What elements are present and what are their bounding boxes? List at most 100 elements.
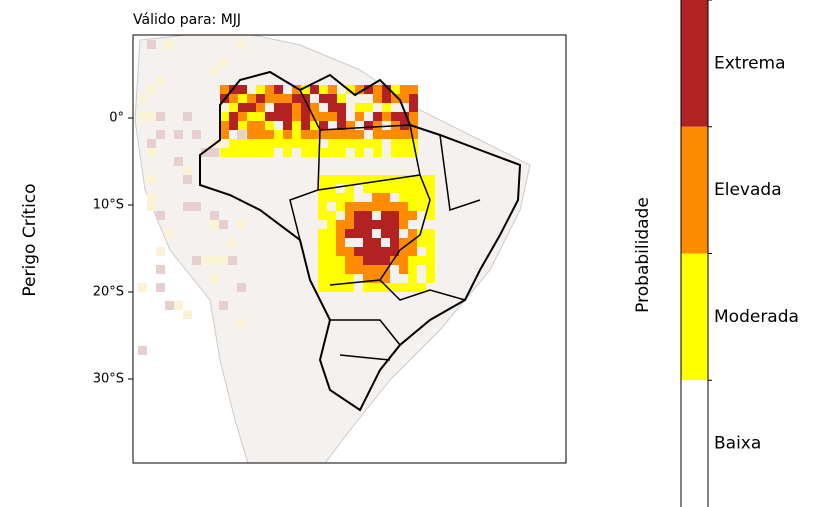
risk-cell — [337, 94, 346, 103]
risk-cell — [327, 229, 336, 238]
risk-cell — [318, 211, 327, 220]
risk-cell — [345, 283, 354, 292]
risk-cell — [345, 274, 354, 283]
colorbar-level-label: Elevada — [714, 180, 782, 200]
risk-cell — [417, 229, 426, 238]
risk-cell — [417, 184, 426, 193]
risk-cell — [301, 94, 310, 103]
risk-cell — [301, 103, 310, 112]
risk-cell — [247, 112, 256, 121]
risk-cell — [372, 247, 381, 256]
faint-cell — [183, 166, 192, 175]
risk-cell — [256, 139, 265, 148]
colorbar-frame — [680, 0, 709, 507]
risk-cell — [373, 112, 382, 121]
risk-cell — [372, 238, 381, 247]
risk-cell — [373, 130, 382, 139]
faint-cell — [210, 67, 219, 76]
risk-cell — [345, 184, 354, 193]
risk-cell — [310, 112, 319, 121]
risk-cell — [417, 238, 426, 247]
faint-cell — [147, 202, 156, 211]
risk-cell — [301, 139, 310, 148]
risk-cell — [390, 184, 399, 193]
risk-cell — [265, 130, 274, 139]
risk-cell — [399, 175, 408, 184]
risk-cell — [345, 175, 354, 184]
faint-cell — [174, 157, 183, 166]
risk-cell — [310, 139, 319, 148]
risk-cell — [319, 94, 328, 103]
risk-cell — [399, 184, 408, 193]
risk-cell — [274, 94, 283, 103]
risk-cell — [336, 238, 345, 247]
risk-cell — [220, 121, 229, 130]
risk-cell — [318, 238, 327, 247]
risk-cell — [328, 130, 337, 139]
risk-cell — [408, 184, 417, 193]
state-borders — [289, 89, 481, 361]
risk-cell — [408, 265, 417, 274]
risk-cell — [283, 121, 292, 130]
risk-cell — [363, 283, 372, 292]
risk-cell — [328, 85, 337, 94]
risk-cell — [390, 202, 399, 211]
risk-cell — [364, 85, 373, 94]
risk-cell — [283, 130, 292, 139]
faint-cell — [147, 148, 156, 157]
risk-cell — [354, 265, 363, 274]
risk-cell — [390, 247, 399, 256]
risk-cell — [354, 202, 363, 211]
risk-cell — [310, 103, 319, 112]
risk-cell — [400, 130, 409, 139]
risk-cell — [238, 148, 247, 157]
risk-cell — [265, 121, 274, 130]
risk-cell — [256, 148, 265, 157]
risk-cell — [256, 121, 265, 130]
risk-cell — [318, 175, 327, 184]
risk-cell — [372, 274, 381, 283]
faint-cell — [219, 256, 228, 265]
risk-cell — [301, 112, 310, 121]
risk-cell — [354, 256, 363, 265]
faint-cell — [192, 130, 201, 139]
risk-cell — [229, 103, 238, 112]
risk-cell — [238, 112, 247, 121]
risk-cell — [372, 175, 381, 184]
risk-cell — [319, 112, 328, 121]
risk-cell — [310, 130, 319, 139]
risk-cell — [381, 193, 390, 202]
risk-cell — [426, 202, 435, 211]
risk-cell — [381, 184, 390, 193]
risk-cell — [327, 220, 336, 229]
risk-cell — [355, 148, 364, 157]
risk-cell — [417, 193, 426, 202]
risk-cell — [364, 121, 373, 130]
faint-cell — [183, 202, 192, 211]
risk-cell — [399, 193, 408, 202]
faint-cell — [156, 76, 165, 85]
faint-cell — [237, 283, 246, 292]
risk-cell — [408, 238, 417, 247]
risk-cell — [256, 112, 265, 121]
faint-cell — [138, 112, 147, 121]
risk-cell — [283, 112, 292, 121]
risk-cell — [327, 247, 336, 256]
risk-cell — [265, 148, 274, 157]
faint-cell — [237, 40, 246, 49]
risk-cell — [238, 121, 247, 130]
risk-cell — [391, 112, 400, 121]
risk-cell — [292, 112, 301, 121]
colorbar-segment — [681, 0, 708, 127]
risk-cell — [345, 229, 354, 238]
risk-cell — [327, 175, 336, 184]
risk-cell — [373, 85, 382, 94]
risk-cell — [229, 112, 238, 121]
risk-cell — [336, 220, 345, 229]
risk-cell — [345, 211, 354, 220]
risk-cell — [318, 274, 327, 283]
faint-cell — [165, 40, 174, 49]
risk-cell — [220, 85, 229, 94]
faint-cell — [210, 220, 219, 229]
risk-cell — [372, 184, 381, 193]
